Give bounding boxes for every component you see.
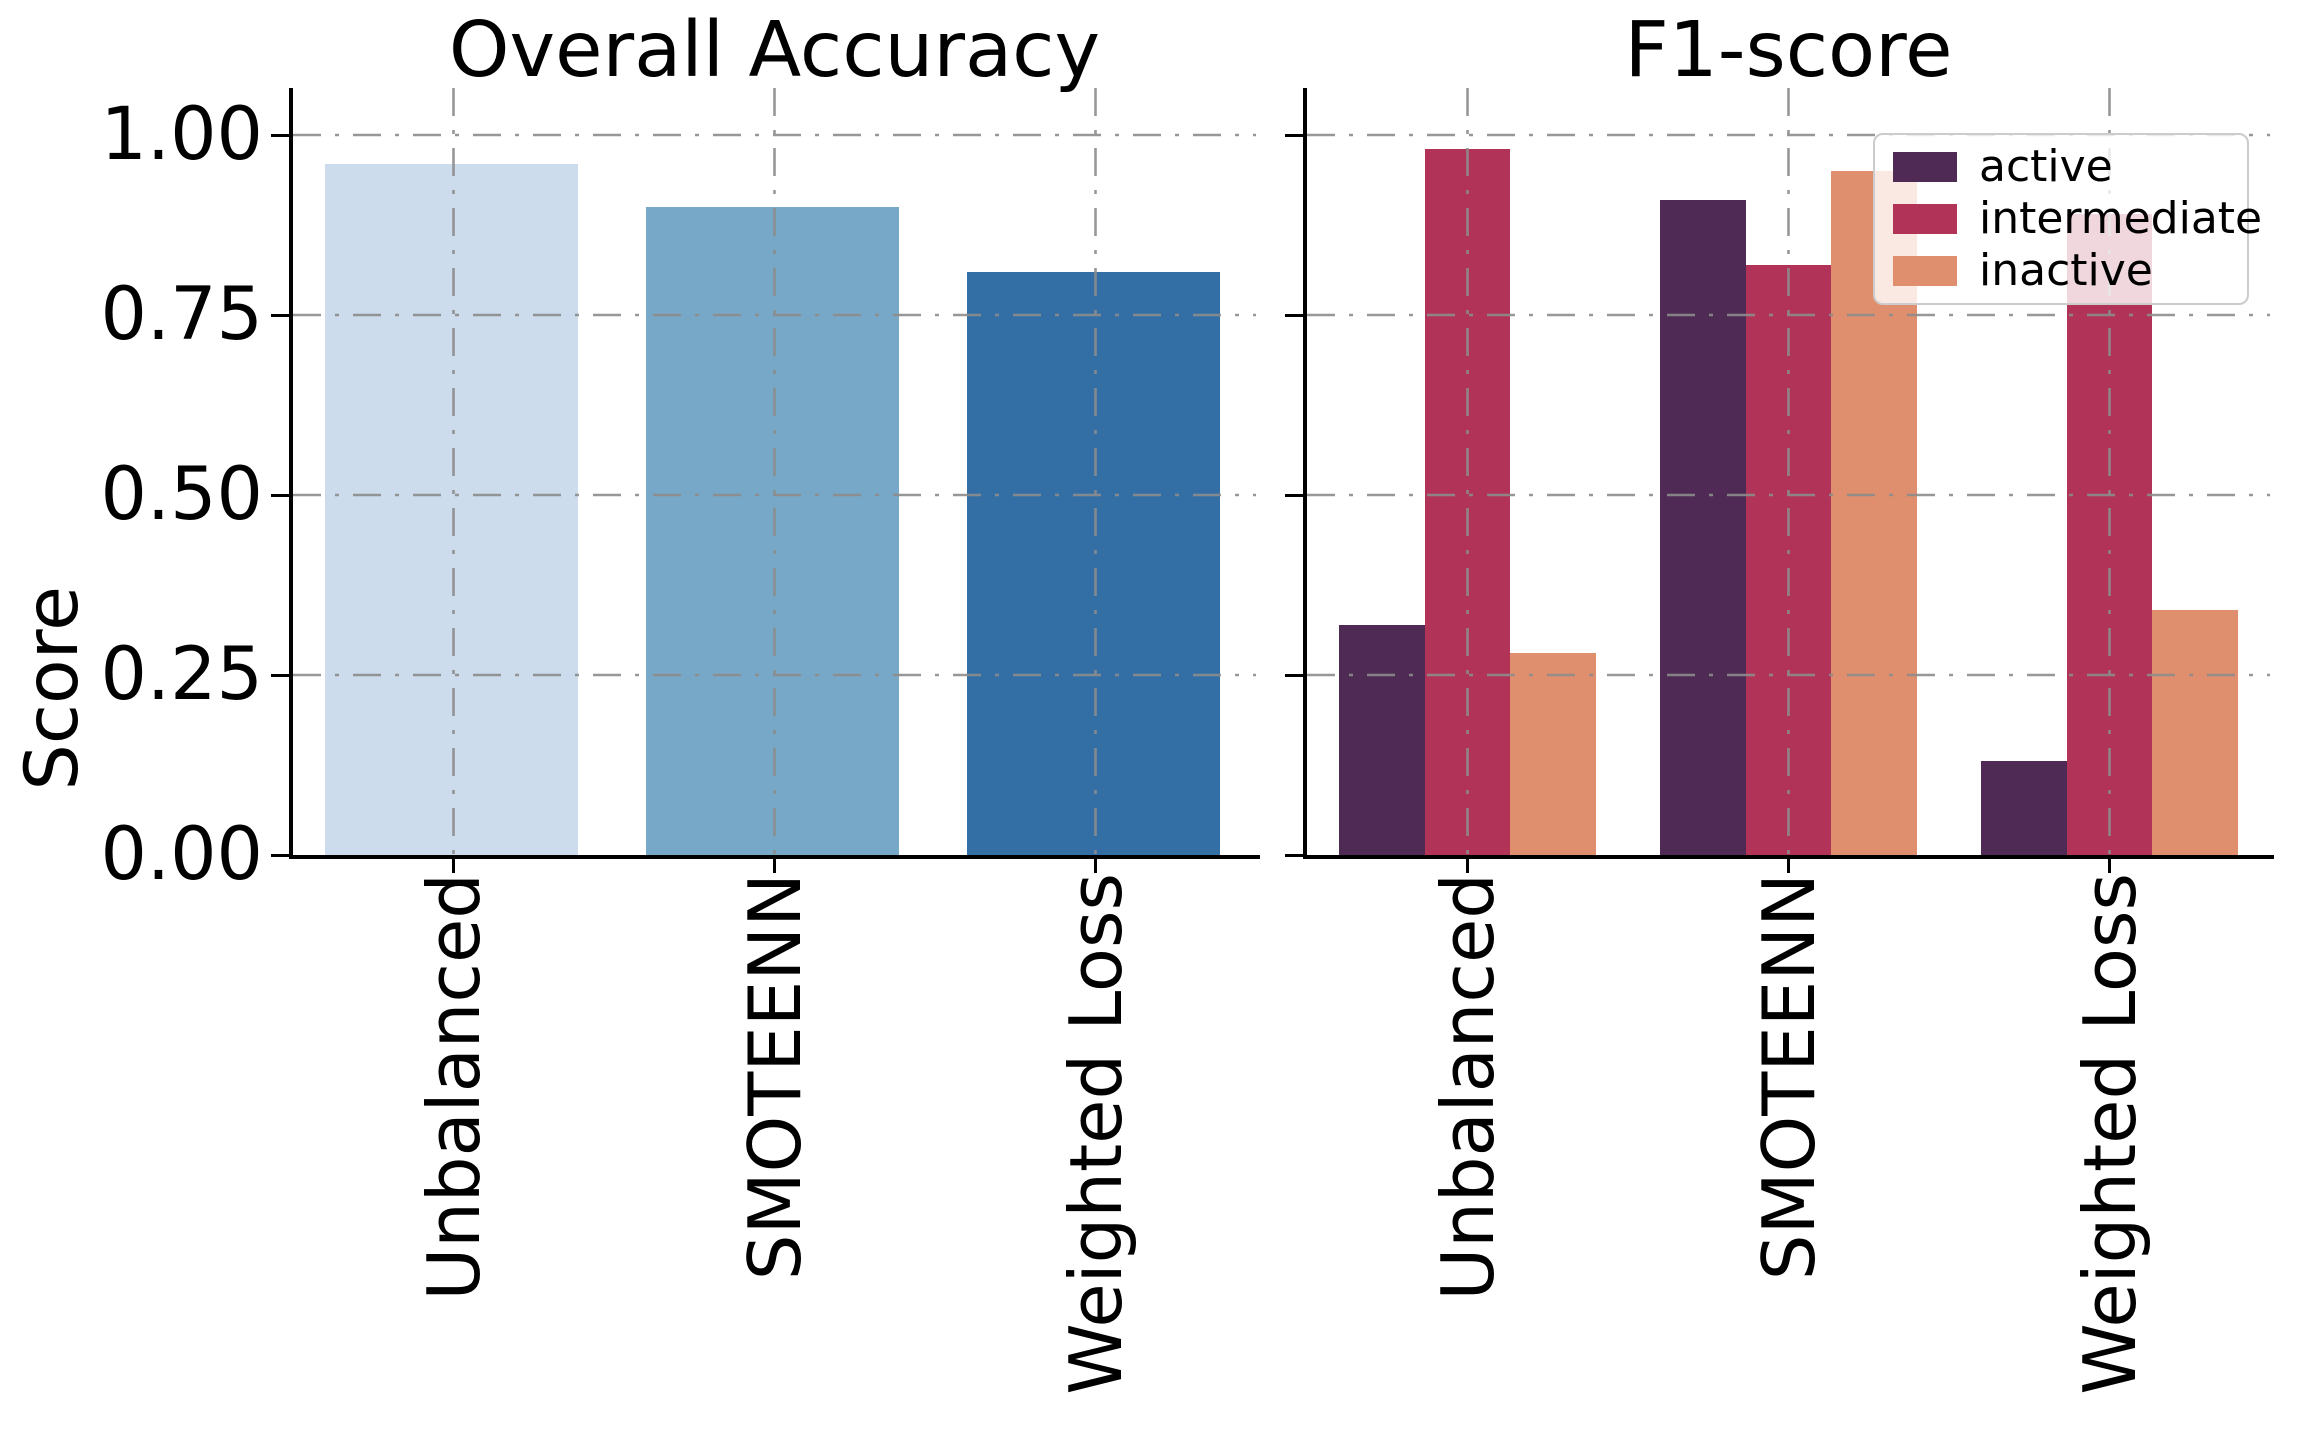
x-tick-label-smoteenn: SMOTEENN [1746, 873, 1831, 1281]
legend-swatch-active [1893, 152, 1957, 182]
y-tick-mark [1285, 313, 1303, 317]
x-tick-label-smoteenn: SMOTEENN [732, 873, 817, 1281]
y-tick-mark [1285, 133, 1303, 137]
bar-smoteenn-active [1660, 199, 1746, 855]
bar-smoteenn [646, 207, 899, 855]
y-tick-mark [1285, 673, 1303, 677]
y-tick-label: 0.50 [100, 452, 263, 537]
f1-score-chart [1285, 88, 2274, 873]
bar-weighted-loss-inactive [2152, 610, 2238, 855]
legend-label-inactive: inactive [1979, 245, 2153, 296]
x-tick-mark [1466, 859, 1469, 873]
y-tick-mark [1285, 853, 1303, 857]
legend-row-intermediate: intermediate [1893, 195, 2262, 243]
y-tick-label: 0.00 [100, 812, 263, 897]
x-axis-spine [289, 855, 1260, 859]
bar-weighted-loss [967, 271, 1220, 855]
right-chart-title: F1-score [1624, 6, 1953, 95]
bar-unbalanced-inactive [1510, 653, 1596, 855]
y-tick-mark [271, 493, 289, 497]
x-tick-label-weighted-loss: Weighted Loss [1053, 873, 1138, 1395]
x-tick-label-unbalanced: Unbalanced [1425, 873, 1510, 1301]
y-tick-mark [271, 673, 289, 677]
bar-smoteenn-intermediate [1745, 264, 1832, 855]
legend-swatch-intermediate [1893, 204, 1957, 234]
x-tick-mark [1094, 859, 1097, 873]
y-tick-label: 0.25 [100, 632, 263, 717]
legend: active intermediate inactive [1873, 133, 2262, 305]
bar-unbalanced-intermediate [1424, 149, 1511, 855]
y-tick-mark [1285, 493, 1303, 497]
legend-row-inactive: inactive [1893, 247, 2229, 295]
bar-unbalanced [325, 163, 578, 855]
bar-weighted-loss-active [1981, 761, 2067, 855]
y-tick-mark [271, 133, 289, 137]
x-tick-mark [773, 859, 776, 873]
legend-swatch-inactive [1893, 256, 1957, 286]
x-tick-mark [452, 859, 455, 873]
x-tick-mark [1787, 859, 1790, 873]
bar-weighted-loss-intermediate [2066, 214, 2153, 855]
y-axis-spine [289, 88, 293, 859]
left-chart-title: Overall Accuracy [448, 6, 1101, 95]
y-tick-label: 1.00 [100, 92, 263, 177]
y-axis-spine [1303, 88, 1307, 859]
legend-label-active: active [1979, 141, 2113, 192]
y-tick-mark [271, 313, 289, 317]
x-tick-label-weighted-loss: Weighted Loss [2067, 873, 2152, 1395]
y-tick-mark [271, 853, 289, 857]
y-tick-label: 0.75 [100, 272, 263, 357]
x-tick-mark [2108, 859, 2111, 873]
overall-accuracy-chart [271, 88, 1260, 873]
x-axis-spine [1303, 855, 2274, 859]
bar-unbalanced-active [1339, 624, 1425, 855]
legend-row-active: active [1893, 143, 2229, 191]
legend-label-intermediate: intermediate [1979, 193, 2263, 244]
x-tick-label-unbalanced: Unbalanced [411, 873, 496, 1301]
